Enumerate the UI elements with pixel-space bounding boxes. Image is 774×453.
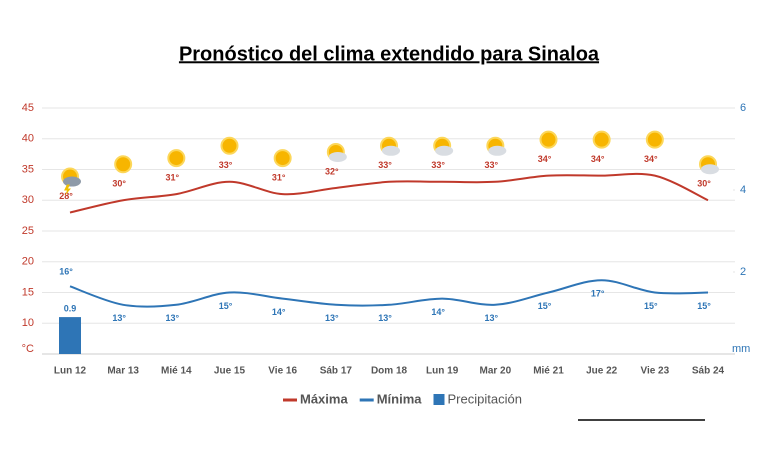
value-label: 0.9 <box>64 303 77 313</box>
value-label: 31° <box>166 172 180 182</box>
sun <box>645 130 664 149</box>
value-label: 13° <box>166 313 180 323</box>
x-tick-label: Vie 16 <box>268 366 297 377</box>
weather-icon <box>699 155 719 175</box>
value-label: 34° <box>538 154 552 164</box>
y-tick-label: 15 <box>22 286 34 298</box>
legend-label: Mínima <box>377 391 423 406</box>
value-label: 13° <box>485 313 499 323</box>
weather-icon <box>220 136 239 155</box>
value-label: 15° <box>697 301 711 311</box>
value-label: 16° <box>59 267 73 277</box>
sun <box>114 155 133 174</box>
sun <box>167 149 186 168</box>
value-label: 31° <box>272 172 286 182</box>
y-tick-label: 10 <box>22 317 34 329</box>
weather-icon <box>273 149 292 168</box>
weather-icon <box>167 149 186 168</box>
value-label: 33° <box>219 160 233 170</box>
value-label: 14° <box>431 307 445 317</box>
x-tick-label: Mié 14 <box>161 366 192 377</box>
cloud <box>63 176 81 187</box>
x-tick-label: Lun 19 <box>426 366 459 377</box>
value-label: 30° <box>697 179 711 189</box>
value-label: 34° <box>591 154 605 164</box>
x-tick-label: Jue 22 <box>586 366 618 377</box>
x-tick-label: Sáb 24 <box>692 366 725 377</box>
y2-tick-label: 2 <box>740 266 746 278</box>
cloud <box>328 151 347 162</box>
x-tick-label: Lun 12 <box>54 366 87 377</box>
y-tick-label: 30 <box>22 194 34 206</box>
value-label: 14° <box>272 307 286 317</box>
x-tick-label: Mar 13 <box>107 366 139 377</box>
value-label: 34° <box>644 154 658 164</box>
value-label: 15° <box>644 301 658 311</box>
weather-icon <box>380 136 400 156</box>
value-label: 33° <box>485 160 499 170</box>
legend-label: Precipitación <box>448 391 522 406</box>
x-tick-label: Vie 23 <box>640 366 669 377</box>
chart-title: Pronóstico del clima extendido para Sina… <box>179 43 600 65</box>
weather-icon <box>114 155 133 174</box>
y2-axis-unit: mm <box>732 343 750 355</box>
cloud <box>701 164 719 175</box>
value-label: 17° <box>591 289 605 299</box>
value-label: 30° <box>112 179 126 189</box>
legend-swatch <box>433 394 445 405</box>
y-tick-label: 35 <box>22 163 34 175</box>
weather-icon <box>326 142 347 162</box>
bolt <box>64 184 71 196</box>
y-tick-label: 25 <box>22 225 34 237</box>
sun <box>539 130 558 149</box>
weather-icon <box>539 130 558 149</box>
y-tick-label: 45 <box>22 102 34 114</box>
value-label: 13° <box>378 313 392 323</box>
cloud <box>488 145 507 156</box>
cloud <box>435 145 454 156</box>
weather-icon <box>645 130 664 149</box>
y-tick-label: 40 <box>22 133 34 145</box>
value-label: 28° <box>59 191 73 201</box>
cloud <box>382 145 400 156</box>
precip-bar <box>59 317 81 354</box>
value-label: 32° <box>325 166 339 176</box>
value-label: 33° <box>378 160 392 170</box>
y-axis-unit: °C <box>22 343 34 355</box>
x-tick-label: Dom 18 <box>371 366 408 377</box>
value-label: 15° <box>219 301 233 311</box>
weather-icon <box>433 136 454 156</box>
x-tick-label: Mié 21 <box>533 366 564 377</box>
value-label: 13° <box>325 313 339 323</box>
weather-icon <box>486 136 507 156</box>
x-tick-label: Jue 15 <box>214 366 246 377</box>
y2-tick-label: 4 <box>740 184 746 196</box>
value-label: 33° <box>431 160 445 170</box>
x-tick-label: Sáb 17 <box>320 366 353 377</box>
y-tick-label: 20 <box>22 256 34 268</box>
legend-label: Máxima <box>300 391 348 406</box>
sun <box>273 149 292 168</box>
x-tick-label: Mar 20 <box>479 366 511 377</box>
weather-icon <box>592 130 611 149</box>
value-label: 13° <box>112 313 126 323</box>
sun <box>220 136 239 155</box>
value-label: 15° <box>538 301 552 311</box>
y2-tick-label: 6 <box>740 102 746 114</box>
sun <box>592 130 611 149</box>
weather-icon <box>61 167 81 196</box>
series-line <box>69 279 709 308</box>
series-line <box>69 172 709 214</box>
